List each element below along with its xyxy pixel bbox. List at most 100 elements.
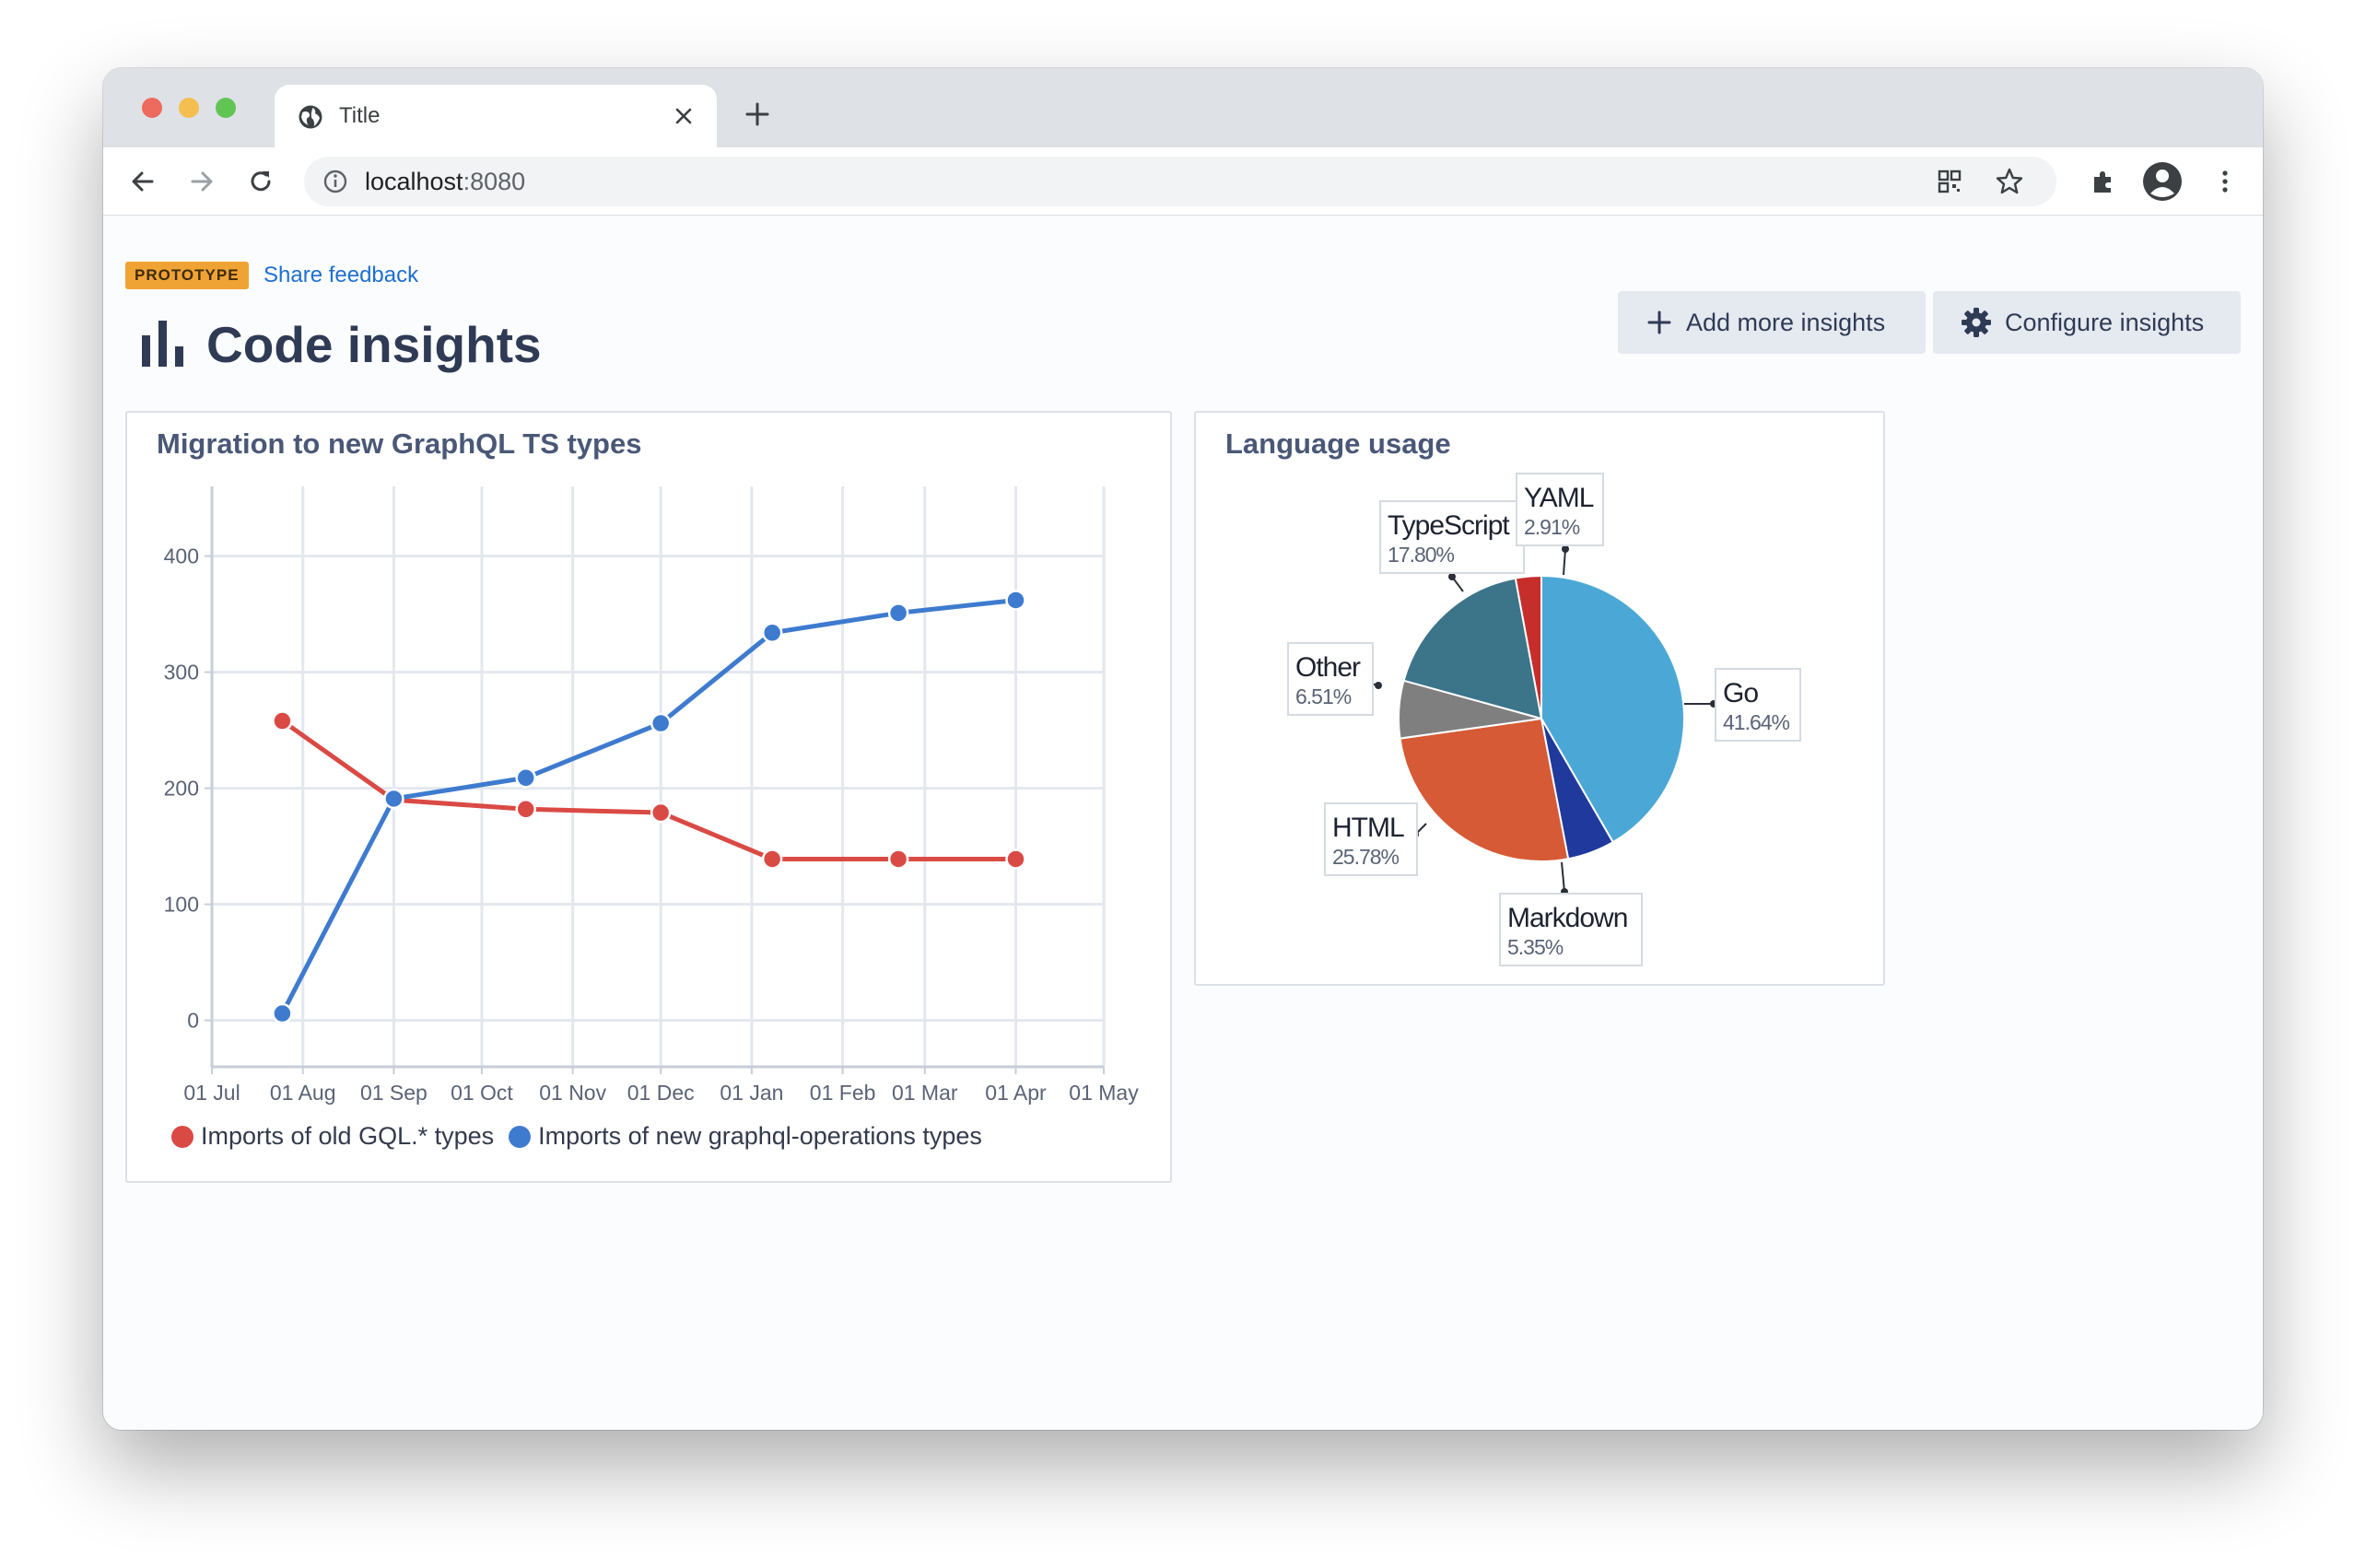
x-tick-label: 01 Jan [720,1081,783,1105]
data-point[interactable] [761,622,783,644]
chart-legend: Imports of old GQL.* types Imports of new… [171,1122,997,1151]
data-point[interactable] [761,848,783,870]
page-title: Code insights [206,316,542,373]
x-tick-label: 01 Oct [451,1081,513,1105]
data-point[interactable] [887,848,909,870]
slice-percent: 25.78% [1332,845,1400,869]
leader-dot [1562,545,1569,553]
label-box [1287,642,1374,716]
add-more-insights-button[interactable]: Add more insights [1618,291,1926,354]
slice-percent: 2.91% [1524,515,1580,539]
browser-tab[interactable]: Title [275,85,717,147]
legend-color-dot [171,1125,193,1148]
new-tab-icon[interactable] [743,99,772,129]
maximize-window-button[interactable] [216,98,236,118]
x-tick-label: 01 Nov [539,1081,606,1105]
leader-line [1563,548,1566,576]
data-point[interactable] [887,603,909,624]
x-tick-label: 01 Dec [627,1081,695,1105]
y-tick-label: 300 [164,661,199,685]
chart-grid: 0 100 200 300 400 01 Jul 01 Aug 01 Sep 01 Oct 01 … [164,486,1139,1105]
data-point[interactable] [515,799,536,820]
configure-insights-button[interactable]: Configure insights [1933,291,2241,354]
pie-slice-html[interactable] [1399,717,1570,862]
qr-code-icon[interactable] [1935,167,1964,196]
x-tick-label: 01 Jul [183,1081,240,1105]
extensions-icon[interactable] [2088,166,2119,197]
browser-toolbar: localhost:8080 [103,147,2263,216]
legend-item[interactable]: Imports of old GQL.* types [171,1122,494,1151]
data-point[interactable] [272,710,293,731]
legend-item[interactable]: Imports of new graphql-operations types [509,1122,982,1151]
info-icon[interactable] [322,169,348,194]
slice-percent: 6.51% [1295,685,1352,708]
x-tick-label: 01 Sep [360,1081,428,1105]
data-point[interactable] [515,767,536,789]
data-point[interactable] [1005,590,1026,611]
x-tick-label: 01 Apr [985,1081,1047,1105]
slice-name: Other [1295,652,1361,683]
url-host: localhost [365,168,463,195]
leader-dot [1375,682,1382,689]
minimize-window-button[interactable] [179,98,199,118]
label-box [1499,893,1643,966]
y-tick-label: 0 [187,1009,199,1033]
prototype-badge: PROTOTYPE [125,262,249,289]
add-more-insights-label: Add more insights [1686,308,1886,336]
close-tab-icon[interactable] [669,101,698,131]
slice-name: YAML [1524,483,1594,513]
browser-menu-icon[interactable] [2209,166,2241,197]
label-box [1379,500,1525,574]
share-feedback-link[interactable]: Share feedback [264,263,419,287]
leader-line [1561,861,1565,893]
back-arrow-icon[interactable] [127,166,158,197]
globe-icon [299,105,322,129]
pie-slice-typescript[interactable] [1402,577,1543,720]
bookmark-star-icon[interactable] [1994,166,2025,197]
slice-percent: 41.64% [1723,710,1790,734]
data-point[interactable] [272,1002,293,1024]
x-tick-label: 01 Aug [270,1081,336,1105]
label-box [1715,668,1801,742]
slice-name: Markdown [1507,903,1627,933]
url-port: :8080 [463,168,526,195]
legend-label: Imports of new graphql-operations types [538,1122,982,1150]
address-bar[interactable]: localhost:8080 [304,157,2056,206]
insight-card-migration: Migration to new GraphQL TS types 0 100 20… [125,411,1172,1183]
y-tick-label: 100 [164,893,199,917]
data-point[interactable] [1005,848,1026,870]
data-point[interactable] [650,802,672,824]
pie-slice-yaml[interactable] [1514,574,1542,720]
slice-name: HTML [1332,813,1404,843]
card-title: Migration to new GraphQL TS types [157,427,642,460]
forward-arrow-icon[interactable] [186,166,217,197]
close-window-button[interactable] [142,98,162,118]
label-box [1516,473,1604,546]
tab-title: Title [339,103,381,128]
x-tick-label: 01 Feb [810,1081,876,1105]
x-tick-label: 01 Mar [892,1081,958,1105]
leader-dot [1448,573,1456,580]
x-tick-label: 01 May [1069,1081,1139,1105]
slice-name: Go [1723,678,1758,708]
y-tick-label: 200 [164,777,199,801]
reload-icon[interactable] [245,166,276,197]
slice-name: TypeScript [1388,510,1510,541]
profile-avatar-icon[interactable] [2141,160,2184,203]
data-point[interactable] [383,788,404,810]
page-content: PROTOTYPE Share feedback Code insights A… [103,216,2263,1430]
label-box [1324,802,1418,876]
gear-icon [1962,308,1991,337]
insight-card-language-usage: Language usage Go 41.64% Markdown 5.35% HTML… [1194,411,1885,986]
card-title: Language usage [1225,427,1451,460]
slice-percent: 5.35% [1507,935,1564,959]
data-point[interactable] [650,712,672,734]
bar-chart-icon [142,321,183,367]
pie-slice-go[interactable] [1540,574,1685,844]
